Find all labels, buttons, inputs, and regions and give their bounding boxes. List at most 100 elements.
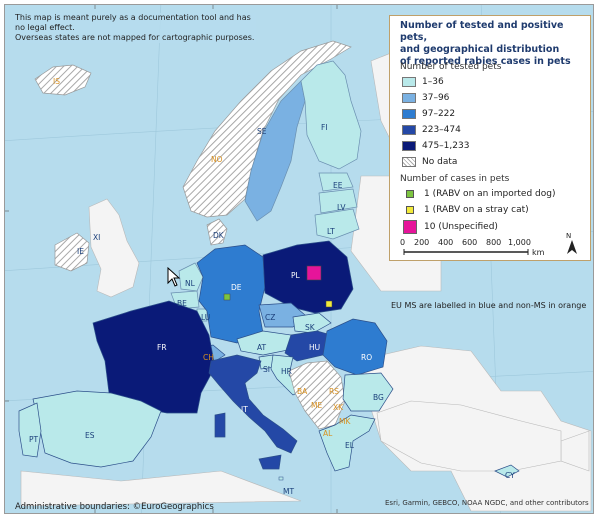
label-el: EL: [345, 441, 354, 450]
country-el: [318, 414, 376, 472]
legend-cases-heading: Number of cases in pets: [400, 174, 510, 184]
label-dk: DK: [213, 231, 224, 240]
country-tr: [376, 400, 562, 472]
legend-swatch-3: [402, 109, 416, 119]
country-fr: [92, 300, 216, 414]
country-nl: [178, 262, 204, 292]
country-ie: [54, 232, 90, 272]
label-sk: SK: [305, 323, 315, 332]
legend-title-line-2: and geographical distribution: [400, 44, 560, 55]
label-nl: NL: [185, 279, 195, 288]
disclaimer-line-3: Overseas states are not mapped for carto…: [15, 33, 255, 42]
mouse-pointer-icon: [167, 267, 181, 287]
legend-no-data: No data: [402, 156, 457, 168]
label-de: DE: [231, 283, 242, 292]
label-no: NO: [211, 155, 223, 164]
label-si: SI: [263, 365, 270, 374]
legend-marker-stray-cat: [406, 206, 414, 214]
country-lv: [318, 188, 358, 214]
country-ee: [318, 172, 354, 192]
legend-class-label: 37–96: [422, 93, 450, 103]
basemap-credits: Esri, Garmin, GEBCO, NOAA NGDC, and othe…: [385, 499, 589, 507]
legend-no-data-label: No data: [422, 157, 458, 167]
country-uk: [88, 198, 140, 298]
legend-case-label: 10 (Unspecified): [424, 222, 498, 232]
label-cy: CY: [505, 471, 515, 480]
label-pt: PT: [29, 435, 39, 444]
label-bg: BG: [373, 393, 384, 402]
country-it: [208, 354, 298, 454]
label-ro: RO: [361, 353, 373, 362]
legend-case-stray-cat: 1 (RABV on a stray cat): [402, 204, 529, 216]
legend-case-imported-dog: 1 (RABV on an imported dog): [402, 188, 555, 200]
label-ch: CH: [203, 353, 214, 362]
legend-swatch-2: [402, 93, 416, 103]
country-bg: [342, 372, 394, 412]
eu-note: EU MS are labelled in blue and non-MS in…: [391, 301, 587, 310]
disclaimer-line-1: This map is meant purely as a documentat…: [15, 13, 251, 22]
legend-case-label: 1 (RABV on a stray cat): [424, 205, 529, 215]
scale-tick-800: 800: [486, 238, 502, 247]
legend-title: Number of tested and positive pets, and …: [400, 20, 586, 68]
legend-case-label: 1 (RABV on an imported dog): [424, 189, 556, 199]
label-xk: XK: [333, 403, 344, 412]
country-cy: [494, 464, 520, 478]
country-no: [182, 40, 352, 218]
scale-tick-200: 200: [414, 238, 430, 247]
legend-class-3: 97–222: [402, 108, 455, 120]
country-dk: [206, 218, 228, 246]
map-frame: IS NO SE FI EE LV LT DK XI IE NL BE LU D…: [4, 4, 594, 514]
label-fi: FI: [321, 123, 328, 132]
legend-title-line-3: of reported rabies cases in pets: [400, 56, 571, 67]
legend-swatch-no-data: [402, 157, 416, 167]
map-canvas: [5, 5, 593, 513]
label-se: SE: [257, 127, 267, 136]
legend-class-4: 223–474: [402, 124, 461, 136]
map-disclaimer: This map is meant purely as a documentat…: [13, 13, 257, 43]
label-cz: CZ: [265, 313, 276, 322]
label-ee: EE: [333, 181, 343, 190]
country-sk: [292, 312, 332, 334]
case-marker-imported-dog: [223, 293, 231, 301]
scale-tick-1000: 1,000: [508, 238, 531, 247]
label-mk: MK: [339, 417, 351, 426]
country-de: [196, 244, 266, 344]
country-es: [32, 390, 162, 468]
label-it: IT: [241, 405, 248, 414]
legend-marker-imported-dog: [406, 190, 414, 198]
legend-swatch-5: [402, 141, 416, 151]
country-se: [244, 80, 306, 222]
label-xi: XI: [93, 233, 101, 242]
label-fr: FR: [157, 343, 167, 352]
label-ba: BA: [297, 387, 308, 396]
label-me: ME: [311, 401, 323, 410]
label-hu: HU: [309, 343, 321, 352]
scale-tick-0: 0: [400, 238, 406, 247]
legend-class-label: 1–36: [422, 77, 444, 87]
country-ro: [322, 318, 388, 376]
label-es: ES: [85, 431, 95, 440]
label-al: AL: [323, 429, 333, 438]
label-lu: LU: [201, 313, 211, 322]
country-ba-rs-me-xk-al-mk: [288, 360, 346, 430]
case-marker-stray-cat: [325, 300, 333, 308]
country-mt: [278, 476, 284, 481]
country-is: [34, 64, 92, 96]
country-it-sicily: [258, 454, 282, 470]
attribution: Administrative boundaries: ©EuroGeograph…: [15, 502, 214, 512]
legend-swatch-1: [402, 77, 416, 87]
legend-case-unspecified: 10 (Unspecified): [402, 220, 498, 234]
label-at: AT: [257, 343, 267, 352]
label-rs: RS: [329, 387, 339, 396]
legend-swatch-4: [402, 125, 416, 135]
country-fi: [300, 60, 362, 170]
country-pt: [18, 402, 42, 458]
map-legend: Number of tested and positive pets, and …: [389, 15, 591, 261]
legend-marker-unspecified: [403, 220, 417, 234]
legend-class-2: 37–96: [402, 92, 449, 104]
north-arrow-label: N: [566, 232, 572, 240]
case-marker-unspecified: [306, 265, 322, 281]
legend-class-label: 475–1,233: [422, 141, 470, 151]
label-is: IS: [53, 77, 60, 86]
